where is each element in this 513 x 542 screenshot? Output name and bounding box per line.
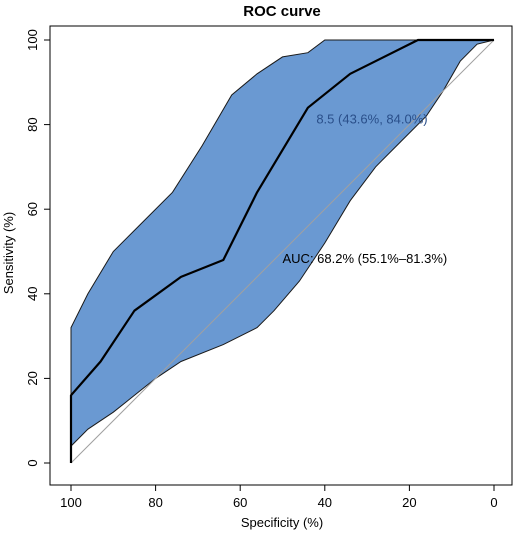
annotation-text: 8.5 (43.6%, 84.0%)	[316, 111, 427, 126]
y-tick-label: 0	[25, 459, 40, 466]
roc-curve-line	[69, 38, 494, 463]
plot-frame	[49, 25, 513, 486]
x-tick-label: 100	[60, 495, 82, 510]
x-axis-label: Specificity (%)	[241, 515, 323, 530]
plot-area: 100 80 60 40 20 0 0 20 40 60 80 100 8.5 (43.6%, 84.0…	[25, 25, 513, 510]
y-tick-label: 60	[25, 202, 40, 216]
y-tick-label: 40	[25, 287, 40, 301]
y-axis-label: Sensitivity (%)	[1, 212, 16, 294]
annotation-text: AUC: 68.2% (55.1%–81.3%)	[283, 251, 448, 266]
x-tick-label: 80	[148, 495, 162, 510]
chart-title: ROC curve	[243, 3, 321, 20]
y-tick-label: 20	[25, 371, 40, 385]
x-tick-label: 0	[490, 495, 497, 510]
y-tick-label: 100	[25, 29, 40, 51]
x-tick-label: 40	[318, 495, 332, 510]
diagonal-reference-line	[70, 39, 495, 464]
y-tick-label: 80	[25, 117, 40, 131]
x-tick-label: 20	[402, 495, 416, 510]
x-tick-label: 60	[233, 495, 247, 510]
